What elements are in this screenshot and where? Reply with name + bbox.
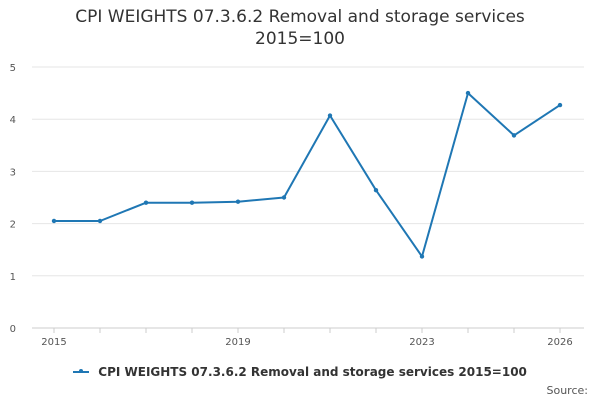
data-point (281, 195, 287, 200)
data-point (143, 200, 149, 205)
data-point (97, 218, 103, 224)
y-tick-label: 4 (10, 115, 16, 126)
data-point (51, 218, 57, 224)
data-point (465, 90, 471, 96)
source-label[interactable]: Source: (546, 384, 589, 397)
y-tick-label: 0 (10, 324, 16, 335)
x-tick-label: 2023 (409, 337, 434, 348)
legend-series-label: CPI WEIGHTS 07.3.6.2 Removal and storage… (98, 365, 527, 379)
y-tick-label: 1 (10, 272, 16, 283)
chart-subtitle-text: 2015=100 (255, 29, 345, 49)
y-tick-label: 2 (10, 220, 16, 231)
chart-title-text: CPI WEIGHTS 07.3.6.2 Removal and storage… (75, 7, 525, 27)
chart-title: CPI WEIGHTS 07.3.6.2 Removal and storage… (0, 6, 600, 50)
x-tick-label: 2015 (41, 337, 66, 348)
x-tick-label: 2026 (547, 337, 572, 348)
y-tick-label: 5 (10, 63, 16, 74)
series-line (54, 92, 561, 258)
data-point (511, 133, 517, 138)
data-point (419, 254, 425, 259)
data-point (557, 102, 563, 108)
y-tick-label: 3 (10, 167, 16, 178)
legend-line-marker-icon (73, 368, 90, 373)
chart-legend[interactable]: CPI WEIGHTS 07.3.6.2 Removal and storage… (0, 365, 600, 379)
data-point (327, 113, 333, 118)
data-point (189, 200, 195, 205)
line-chart: 0 1 2 3 4 5 2015 2019 2023 2026 (10, 63, 584, 348)
data-point (373, 187, 379, 193)
x-tick-label: 2019 (225, 337, 250, 348)
data-point (235, 199, 241, 204)
